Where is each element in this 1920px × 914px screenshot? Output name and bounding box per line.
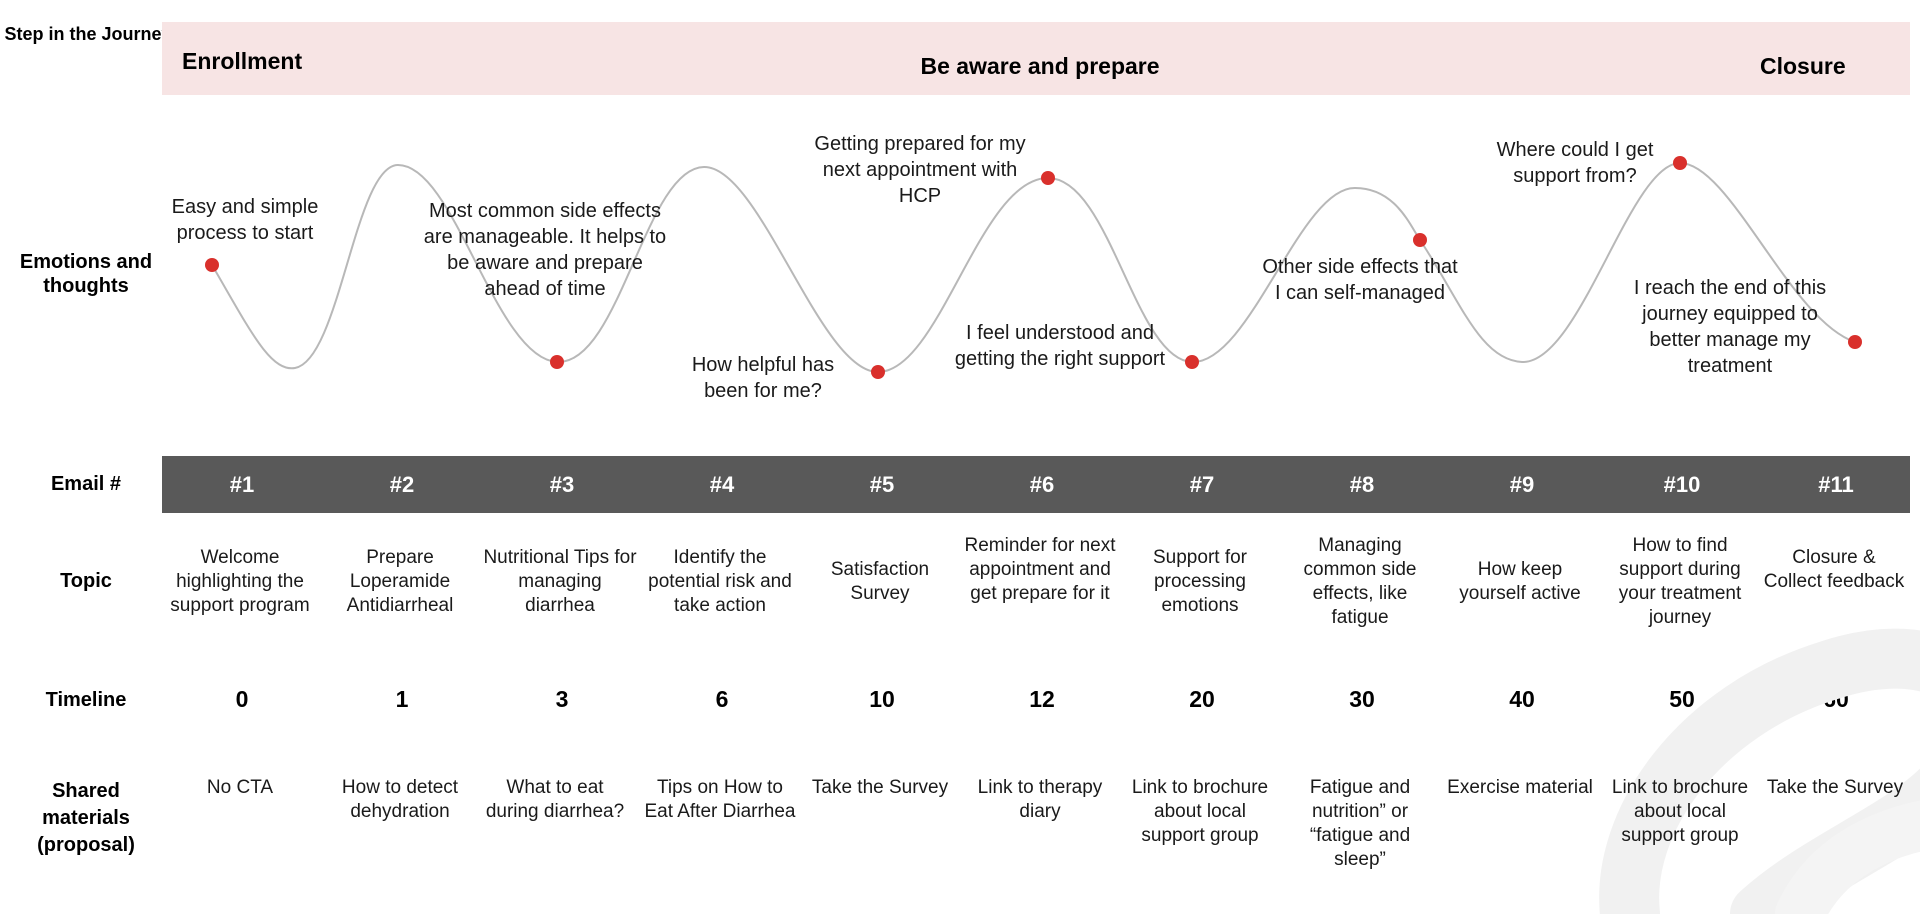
topic-10: How to find support during your treatmen… — [1618, 535, 1742, 628]
material-7: Link to brochure about local support gro… — [1131, 777, 1269, 846]
topic-11: Closure & Collect feedback — [1763, 547, 1905, 592]
timeline-5: 10 — [869, 686, 895, 712]
timeline-3: 3 — [555, 686, 569, 712]
email-4: #4 — [709, 472, 735, 497]
email-11: #11 — [1818, 472, 1854, 497]
thought-7: Where could I get support from? — [1496, 139, 1654, 187]
timeline-1: 0 — [235, 686, 249, 712]
email-1: #1 — [229, 472, 255, 497]
email-number-bar: #1 #2 #3 #4 #5 #6 #7 #8 #9 #10 #11 — [162, 456, 1910, 513]
material-11: Take the Survey — [1766, 777, 1904, 798]
timeline-7: 20 — [1189, 686, 1215, 712]
material-5: Take the Survey — [811, 777, 949, 798]
topic-1: Welcome highlighting the support program — [170, 547, 310, 616]
material-2: How to detect dehydration — [341, 777, 459, 822]
step-be-aware: Be aware and prepare — [920, 53, 1160, 79]
thought-8: I reach the end of this journey equipped… — [1633, 277, 1827, 377]
emotion-marker-5 — [1185, 355, 1199, 369]
emotion-marker-7 — [1673, 156, 1687, 170]
emotion-marker-4 — [1041, 171, 1055, 185]
topic-8: Managing common side effects, like fatig… — [1303, 535, 1417, 628]
email-2: #2 — [389, 472, 415, 497]
topic-6: Reminder for next appointment and get pr… — [964, 535, 1116, 604]
emotion-curve-line — [211, 161, 1856, 374]
emotion-marker-6 — [1413, 233, 1427, 247]
material-8: Fatigue and nutrition” or “fatigue and s… — [1309, 777, 1411, 870]
emotion-markers — [205, 156, 1862, 379]
email-10: #10 — [1663, 472, 1701, 497]
email-6: #6 — [1029, 472, 1055, 497]
material-4: Tips on How to Eat After Diarrhea — [644, 777, 796, 822]
journey-steps-band — [162, 22, 1910, 95]
topic-2: Prepare Loperamide Antidiarrheal — [346, 547, 454, 616]
material-6: Link to therapy diary — [977, 777, 1103, 822]
thought-1: Easy and simple process to start — [171, 196, 319, 244]
topic-4: Identify the potential risk and take act… — [648, 547, 792, 616]
material-9: Exercise material — [1447, 777, 1593, 798]
timeline-8: 30 — [1349, 686, 1375, 712]
step-closure: Closure — [1760, 53, 1846, 79]
topic-9: How keep yourself active — [1459, 559, 1581, 604]
emotion-marker-8 — [1848, 335, 1862, 349]
row-label-step: Step in the Journey — [4, 24, 172, 44]
timeline-4: 6 — [715, 686, 729, 712]
thought-4: Getting prepared for my next appointment… — [814, 133, 1026, 207]
timeline-6: 12 — [1029, 686, 1055, 712]
step-enrollment: Enrollment — [182, 48, 303, 74]
topic-5: Satisfaction Survey — [830, 559, 930, 604]
thought-2: Most common side effects are manageable.… — [423, 200, 667, 300]
emotion-marker-1 — [205, 258, 219, 272]
row-label-email: Email # — [50, 473, 122, 495]
watermark-swirl-icon — [1599, 628, 1920, 914]
row-label-topic: Topic — [60, 570, 112, 592]
thought-6: Other side effects that I can self-manag… — [1262, 256, 1458, 304]
email-3: #3 — [549, 472, 575, 497]
emotion-marker-3 — [871, 365, 885, 379]
row-label-timeline: Timeline — [45, 689, 127, 711]
email-5: #5 — [869, 472, 895, 497]
timeline-10: 50 — [1669, 686, 1695, 712]
thought-3: How helpful has been for me? — [691, 354, 835, 402]
material-3: What to eat during diarrhea? — [485, 777, 625, 822]
topic-7: Support for processing emotions — [1153, 547, 1247, 616]
email-8: #8 — [1349, 472, 1375, 497]
email-9: #9 — [1509, 472, 1535, 497]
emotion-curve — [205, 156, 1862, 379]
emotion-marker-2 — [550, 355, 564, 369]
material-10: Link to brochure about local support gro… — [1611, 777, 1749, 846]
material-1: No CTA — [206, 777, 274, 798]
thought-5: I feel understood and getting the right … — [954, 322, 1166, 370]
timeline-2: 1 — [395, 686, 409, 712]
topic-3: Nutritional Tips for managing diarrhea — [483, 547, 637, 616]
row-label-materials: Shared materials (proposal) — [37, 780, 135, 856]
row-label-emotions: Emotions and thoughts — [19, 251, 153, 297]
email-7: #7 — [1189, 472, 1215, 497]
timeline-9: 40 — [1509, 686, 1535, 712]
